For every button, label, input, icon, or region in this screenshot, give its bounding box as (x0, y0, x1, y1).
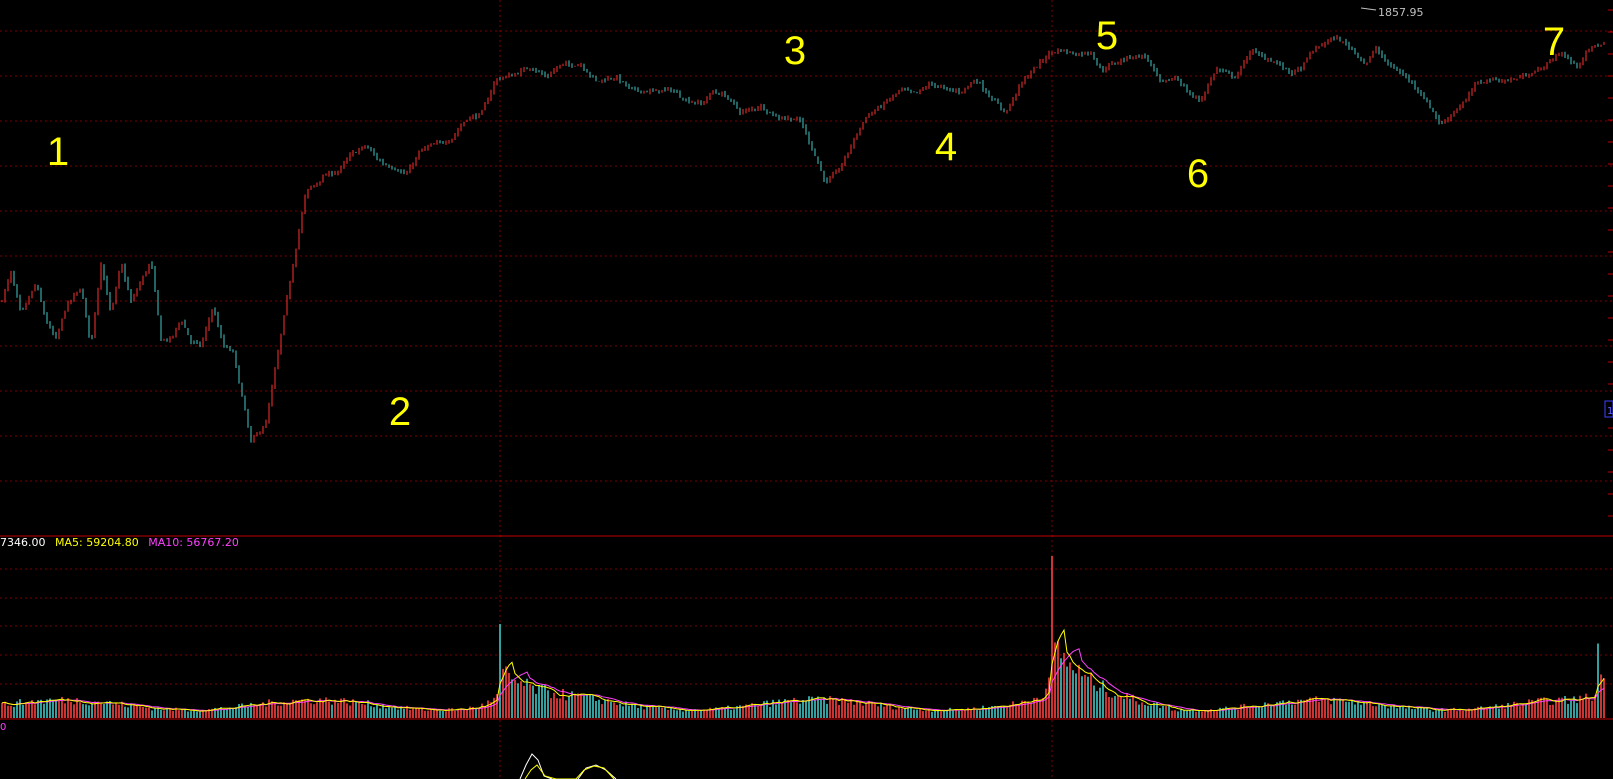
wave-label-3: 3 (784, 29, 806, 73)
indicator-line-white (577, 764, 617, 779)
wave-label-6: 6 (1187, 152, 1209, 196)
volume-value: 7346.00 (0, 536, 46, 549)
volume-panel[interactable] (1, 556, 1605, 718)
wave-label-4: 4 (935, 125, 957, 169)
axis-marker-text: 1 (1607, 406, 1613, 417)
wave-label-2: 2 (389, 390, 411, 434)
ma5-line (1, 628, 1605, 712)
volume-legend: 7346.00 MA5: 59204.80 MA10: 56767.20 (0, 536, 245, 549)
wave-label-1: 1 (47, 130, 69, 174)
ma5-legend: MA5: 59204.80 (55, 536, 139, 549)
axis-marker-box (1604, 400, 1613, 418)
peak-pointer (1360, 7, 1377, 11)
indicator-panel[interactable] (519, 753, 617, 779)
ma10-legend: MA10: 56767.20 (148, 536, 239, 549)
wave-labels: 1 2 3 4 5 6 7 (47, 14, 1565, 434)
wave-label-7: 7 (1543, 20, 1565, 64)
wave-label-5: 5 (1096, 14, 1118, 58)
peak-price-label: 1857.95 (1378, 6, 1424, 19)
indicator-legend: 0 (0, 722, 7, 733)
price-panel[interactable] (1, 7, 1605, 443)
indicator-line-yellow (524, 764, 615, 779)
